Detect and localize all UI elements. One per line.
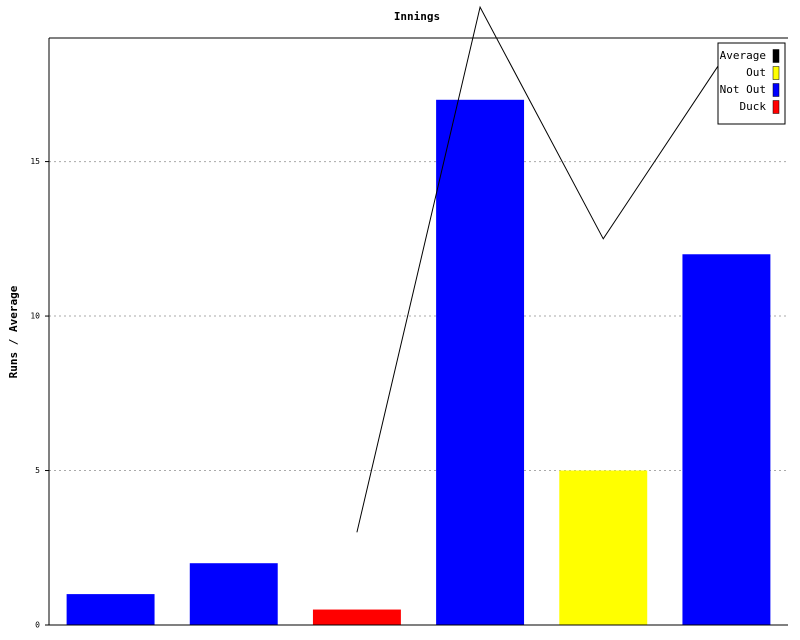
bar — [189, 563, 278, 625]
bar — [559, 470, 648, 625]
legend-swatch — [772, 49, 780, 63]
bar — [66, 594, 155, 625]
legend-label: Out — [746, 66, 766, 79]
y-tick-label: 15 — [30, 157, 40, 166]
chart-title: Innings — [394, 10, 440, 23]
y-axis-label: Runs / Average — [7, 285, 20, 378]
legend-label: Not Out — [720, 83, 766, 96]
bar — [436, 99, 525, 625]
bar — [682, 254, 771, 625]
y-tick-label: 5 — [35, 466, 40, 475]
y-tick-label: 0 — [35, 621, 40, 630]
legend-swatch — [772, 100, 780, 114]
bar — [312, 609, 401, 625]
legend-swatch — [772, 66, 780, 80]
y-tick-label: 10 — [30, 312, 40, 321]
legend-label: Average — [720, 49, 766, 62]
legend-swatch — [772, 83, 780, 97]
average-line — [356, 5, 727, 533]
legend-label: Duck — [740, 100, 767, 113]
